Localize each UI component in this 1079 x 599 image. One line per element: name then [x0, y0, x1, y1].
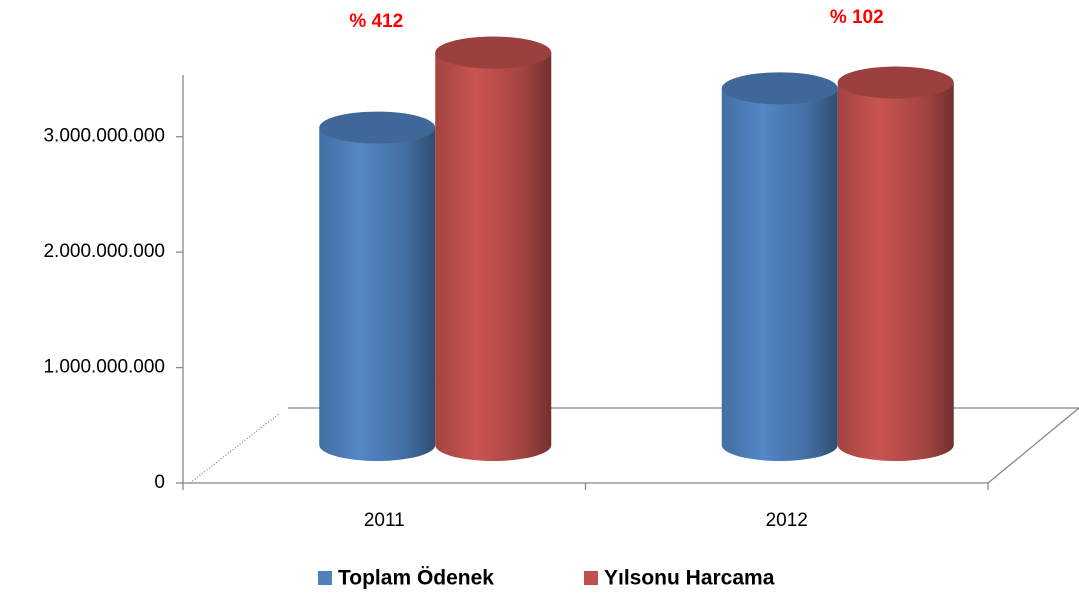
x-tick-label: 2011	[364, 510, 405, 531]
cylinder	[435, 52, 552, 462]
y-tick-label: 2.000.000.000	[43, 241, 165, 262]
y-tick-label: 1.000.000.000	[43, 357, 165, 378]
cylinder	[837, 82, 954, 461]
floor-right	[987, 407, 1079, 484]
cylinder-top	[721, 72, 838, 105]
cylinder	[319, 127, 436, 462]
cylinder-top	[319, 111, 436, 144]
annotation: % 102	[830, 7, 884, 28]
legend-swatch	[318, 571, 332, 585]
cylinder-top	[435, 36, 552, 69]
y-tick-label: 0	[154, 472, 165, 493]
legend-swatch	[583, 571, 598, 585]
y-tick-label: 3.000.000.000	[43, 126, 165, 147]
cylinder-top	[837, 66, 954, 99]
cylinder	[721, 88, 838, 461]
x-tick-label: 2012	[766, 510, 808, 531]
annotation: % 412	[349, 11, 403, 32]
legend-label: Toplam Ödenek	[338, 567, 494, 590]
legend-label: Yılsonu Harcama	[604, 567, 775, 590]
floor-left	[189, 412, 281, 484]
